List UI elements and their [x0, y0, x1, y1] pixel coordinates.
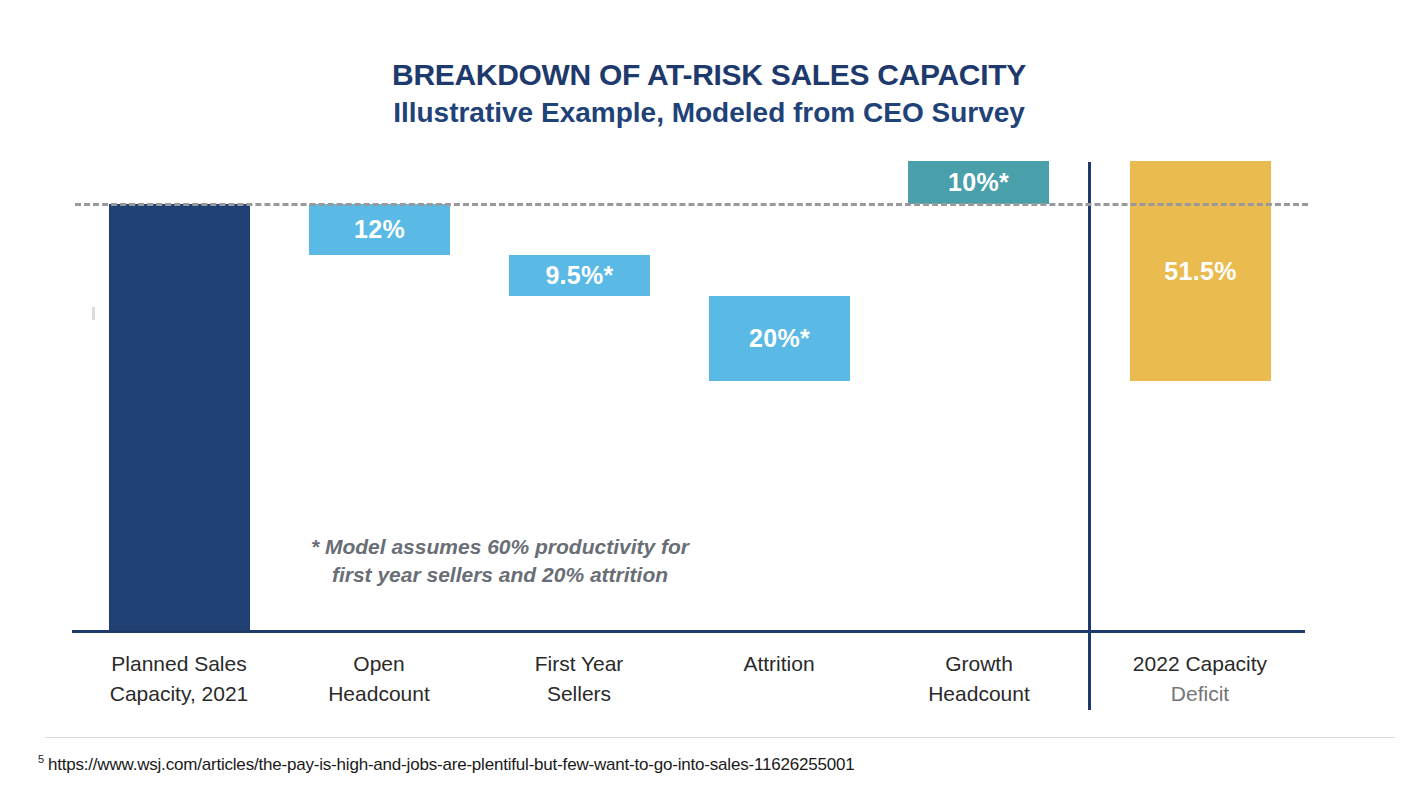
xaxis-label-line: Capacity, 2021 [64, 679, 294, 709]
bar-attrition: 20%* [709, 296, 850, 381]
deficit-separator-line [1088, 162, 1091, 710]
y-axis-tick [92, 307, 95, 320]
source-url: https://www.wsj.com/articles/the-pay-is-… [48, 755, 855, 774]
bar-value-label: 12% [354, 215, 405, 244]
model-assumptions-note: * Model assumes 60% productivity for fir… [300, 533, 700, 589]
source-citation: 5 https://www.wsj.com/articles/the-pay-is… [38, 753, 854, 775]
xaxis-label-line: Headcount [264, 679, 494, 709]
bar-open-headcount: 12% [309, 204, 450, 255]
xaxis-label-growth-headcount: Growth Headcount [864, 649, 1094, 709]
xaxis-label-line: Headcount [864, 679, 1094, 709]
x-axis-baseline [72, 630, 1305, 633]
slide-canvas: BREAKDOWN OF AT-RISK SALES CAPACITY Illu… [0, 0, 1418, 804]
xaxis-label-2022-capacity-deficit: 2022 Capacity Deficit [1085, 649, 1315, 709]
xaxis-label-attrition: Attrition [664, 649, 894, 679]
xaxis-label-line: Open [264, 649, 494, 679]
bar-value-label: 9.5%* [545, 261, 613, 290]
xaxis-label-line: Growth [864, 649, 1094, 679]
xaxis-label-first-year-sellers: First Year Sellers [464, 649, 694, 709]
xaxis-label-line: Sellers [464, 679, 694, 709]
footnote-ref: 5 [38, 753, 44, 765]
model-assumptions-line1: * Model assumes 60% productivity for [300, 533, 700, 561]
chart-subtitle: Illustrative Example, Modeled from CEO S… [0, 97, 1418, 129]
bar-value-label: 51.5% [1164, 257, 1236, 286]
xaxis-label-planned-sales-capacity: Planned Sales Capacity, 2021 [64, 649, 294, 709]
model-assumptions-line2: first year sellers and 20% attrition [300, 561, 700, 589]
xaxis-label-line: Planned Sales [64, 649, 294, 679]
footer-divider [45, 737, 1395, 738]
chart-title: BREAKDOWN OF AT-RISK SALES CAPACITY [0, 58, 1418, 92]
xaxis-label-open-headcount: Open Headcount [264, 649, 494, 709]
bar-planned-sales-capacity-2021 [109, 204, 250, 631]
bar-growth-headcount: 10%* [908, 161, 1049, 204]
bar-value-label: 20%* [749, 324, 810, 353]
planned-capacity-reference-line [75, 203, 1308, 206]
xaxis-label-line: 2022 Capacity [1085, 649, 1315, 679]
xaxis-label-line-muted: Deficit [1085, 679, 1315, 709]
xaxis-label-line: First Year [464, 649, 694, 679]
xaxis-label-line: Attrition [664, 649, 894, 679]
bar-first-year-sellers: 9.5%* [509, 255, 650, 296]
bar-2022-capacity-deficit: 51.5% [1130, 161, 1271, 381]
bar-value-label: 10%* [948, 168, 1009, 197]
